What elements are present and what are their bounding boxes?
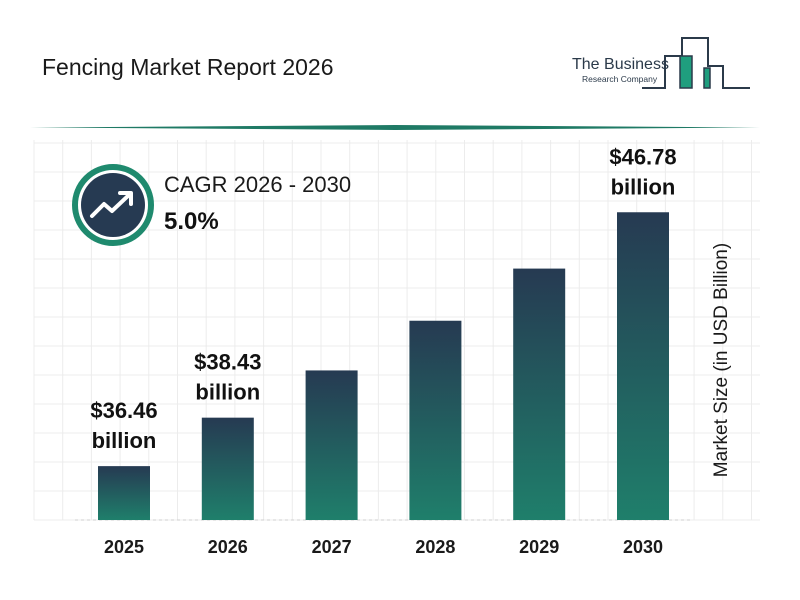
logo-subtext: Research Company: [582, 74, 658, 84]
y-axis-label: Market Size (in USD Billion): [711, 242, 732, 478]
data-label: $38.43: [194, 350, 261, 375]
data-label: $46.78: [609, 144, 676, 169]
cagr-value: 5.0%: [164, 208, 219, 235]
bar-2026: [201, 417, 254, 520]
x-tick-label: 2029: [519, 537, 559, 557]
bar-2027: [305, 370, 358, 520]
x-tick-label: 2026: [208, 537, 248, 557]
data-label: billion: [195, 380, 260, 405]
cagr-label: CAGR 2026 - 2030: [164, 172, 352, 197]
data-label: $36.46: [90, 398, 157, 423]
data-label: billion: [611, 174, 676, 199]
bar-2028: [409, 320, 462, 520]
x-tick-label: 2027: [312, 537, 352, 557]
bar-2029: [513, 268, 566, 520]
x-tick-label: 2025: [104, 537, 144, 557]
header-divider: [30, 125, 760, 130]
page-title: Fencing Market Report 2026: [42, 54, 334, 80]
bar-2030: [617, 212, 669, 520]
logo-buildings-icon: [642, 37, 750, 89]
x-tick-label: 2028: [415, 537, 455, 557]
trending-up-icon: [72, 164, 154, 246]
company-logo: The Business Research Company: [570, 34, 755, 94]
logo-text: The Business: [572, 56, 669, 73]
bar-2025: [98, 466, 150, 520]
x-tick-label: 2030: [623, 537, 663, 557]
data-label: billion: [92, 428, 157, 453]
